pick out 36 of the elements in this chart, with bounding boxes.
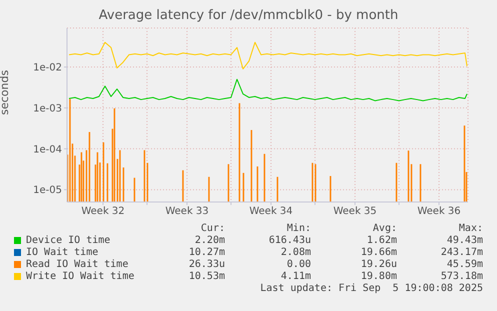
- text: 1.62m: [366, 235, 397, 247]
- text: Cur:: [200, 223, 225, 235]
- legend-label: Device IO time: [26, 235, 110, 247]
- y-tick-label: 1e-05: [33, 185, 62, 196]
- y-axis-title: seconds: [0, 70, 11, 115]
- text: 2.20m: [194, 235, 225, 247]
- x-tick-label: Week 36: [417, 206, 461, 218]
- text: 0.00: [286, 259, 311, 271]
- text: Avg:: [372, 223, 397, 235]
- text: 616.43u: [268, 235, 311, 247]
- text: Max:: [458, 223, 483, 235]
- text: Min:: [286, 223, 311, 235]
- chart-title: Average latency for /dev/mmcblk0 - by month: [98, 8, 400, 23]
- y-tick-label: 1e-02: [33, 62, 62, 74]
- x-tick-label: Week 35: [333, 206, 377, 218]
- y-tick-label: 1e-03: [33, 103, 62, 114]
- text: 45.59m: [446, 259, 483, 271]
- legend-label: IO Wait time: [26, 247, 98, 259]
- y-tick-label: 1e-04: [33, 144, 62, 156]
- text: 26.33u: [188, 259, 225, 271]
- text: 19.26u: [360, 259, 397, 271]
- legend-label: Write IO Wait time: [26, 271, 134, 283]
- text: 573.18m: [440, 271, 483, 283]
- text: 19.66m: [360, 247, 397, 259]
- text: 49.43m: [446, 235, 483, 247]
- text: 19.80m: [360, 271, 397, 283]
- x-tick-label: Week 34: [249, 206, 293, 218]
- x-tick-label: Week 33: [165, 206, 209, 218]
- text: 4.11m: [280, 271, 311, 283]
- text: 243.17m: [440, 247, 483, 259]
- text: 2.08m: [280, 247, 311, 259]
- x-tick-label: Week 32: [81, 206, 125, 218]
- text: Last update: Fri Sep 5 19:00:08 2025: [260, 283, 483, 295]
- legend-label: Read IO Wait time: [26, 259, 128, 271]
- text: 10.53m: [188, 271, 225, 283]
- text: 10.27m: [188, 247, 225, 259]
